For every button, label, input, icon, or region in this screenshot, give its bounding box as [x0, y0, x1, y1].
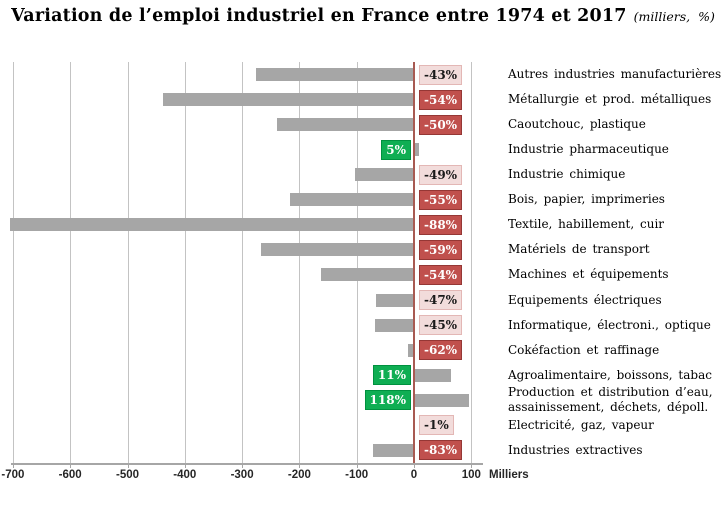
category-label: Textile, habillement, cuir — [508, 217, 665, 232]
tick-mark--100 — [356, 463, 358, 468]
bar — [354, 168, 414, 182]
gridline-100 — [471, 62, 473, 463]
category-label: Bois, papier, imprimeries — [508, 192, 665, 207]
category-label: Production et distribution d’eau, assain… — [508, 385, 713, 415]
category-label: Agroalimentaire, boissons, tabac — [508, 367, 712, 382]
bar — [376, 293, 414, 307]
x-tick-label: -300 — [230, 469, 254, 481]
chart-title-text: Variation de l’emploi industriel en Fran… — [11, 6, 627, 26]
percent-badge: -45% — [419, 315, 463, 336]
percent-badge: 11% — [372, 365, 411, 386]
percent-badge: -55% — [419, 189, 463, 210]
x-axis-unit-label: Milliers — [489, 469, 529, 481]
bar — [10, 218, 414, 232]
category-label: Cokéfaction et raffinage — [508, 342, 660, 357]
percent-badge: -47% — [419, 290, 463, 311]
bar — [290, 193, 414, 207]
category-label: Métallurgie et prod. métalliques — [508, 92, 712, 107]
bar — [255, 68, 414, 81]
percent-badge: -49% — [419, 164, 463, 185]
tick-mark--300 — [242, 463, 244, 468]
bar — [375, 318, 414, 332]
percent-badge: -83% — [419, 440, 463, 461]
gridline--200 — [299, 62, 301, 463]
x-tick-label: -600 — [58, 469, 82, 481]
percent-badge: -59% — [419, 239, 463, 260]
category-label: Matériels de transport — [508, 242, 650, 257]
gridline--400 — [184, 62, 186, 463]
bar — [321, 268, 414, 282]
category-label-column: Autres industries manufacturières Métallu… — [508, 62, 724, 463]
bar — [261, 243, 414, 257]
percent-badge: -54% — [419, 89, 463, 110]
x-tick-label: -700 — [1, 469, 25, 481]
bar — [415, 143, 419, 157]
gridline--700 — [12, 62, 14, 463]
percent-badge: -50% — [419, 114, 463, 135]
percent-badge: 5% — [381, 139, 411, 160]
bar — [372, 443, 414, 457]
gridline--100 — [356, 62, 358, 463]
percent-badge: -88% — [419, 214, 463, 235]
percent-badge: 118% — [364, 390, 411, 411]
tick-mark--400 — [184, 463, 186, 468]
x-tick-label: -400 — [173, 469, 197, 481]
tick-mark-0 — [414, 463, 415, 468]
x-tick-label: -100 — [345, 469, 369, 481]
zero-axis-line — [413, 62, 415, 463]
x-axis-tick-labels: -700 -600 -500 -400 -300 -200 -100 0 100 — [0, 469, 726, 489]
bar — [408, 343, 414, 357]
gridline--500 — [127, 62, 129, 463]
category-label: Electricité, gaz, vapeur — [508, 417, 654, 432]
category-label: Industrie pharmaceutique — [508, 142, 669, 157]
tick-mark--500 — [127, 463, 129, 468]
chart-title: Variation de l’emploi industriel en Fran… — [0, 6, 726, 26]
chart-title-units-note: (milliers, %) — [633, 9, 715, 24]
percent-badge: -54% — [419, 264, 463, 285]
gridline--300 — [242, 62, 244, 463]
bar — [277, 118, 414, 132]
percent-badge: -62% — [419, 340, 463, 361]
category-label: Autres industries manufacturières — [508, 67, 722, 82]
tick-mark-100 — [471, 463, 473, 468]
gridline--600 — [70, 62, 72, 463]
category-label: Informatique, électroni., optique — [508, 317, 711, 332]
tick-mark--200 — [299, 463, 301, 468]
tick-mark--600 — [70, 463, 72, 468]
bar — [415, 368, 452, 382]
category-label: Caoutchouc, plastique — [508, 117, 646, 132]
category-label: Industrie chimique — [508, 167, 626, 182]
x-tick-label: -500 — [115, 469, 140, 481]
category-label: Industries extractives — [508, 442, 643, 457]
x-tick-label: -200 — [287, 469, 311, 481]
x-tick-label: 0 — [410, 469, 418, 481]
x-tick-label: 100 — [461, 469, 481, 481]
percent-badge: -43% — [419, 64, 463, 85]
bar — [415, 393, 470, 407]
tick-mark--700 — [12, 463, 14, 468]
category-label: Machines et équipements — [508, 267, 669, 282]
plot-area: -43% -54% -50% 5% -49% -55% -88% -59% -54% -47% -4… — [10, 62, 483, 468]
percent-badge: -1% — [419, 415, 454, 436]
bar — [163, 93, 414, 107]
category-label: Equipements électriques — [508, 292, 662, 307]
